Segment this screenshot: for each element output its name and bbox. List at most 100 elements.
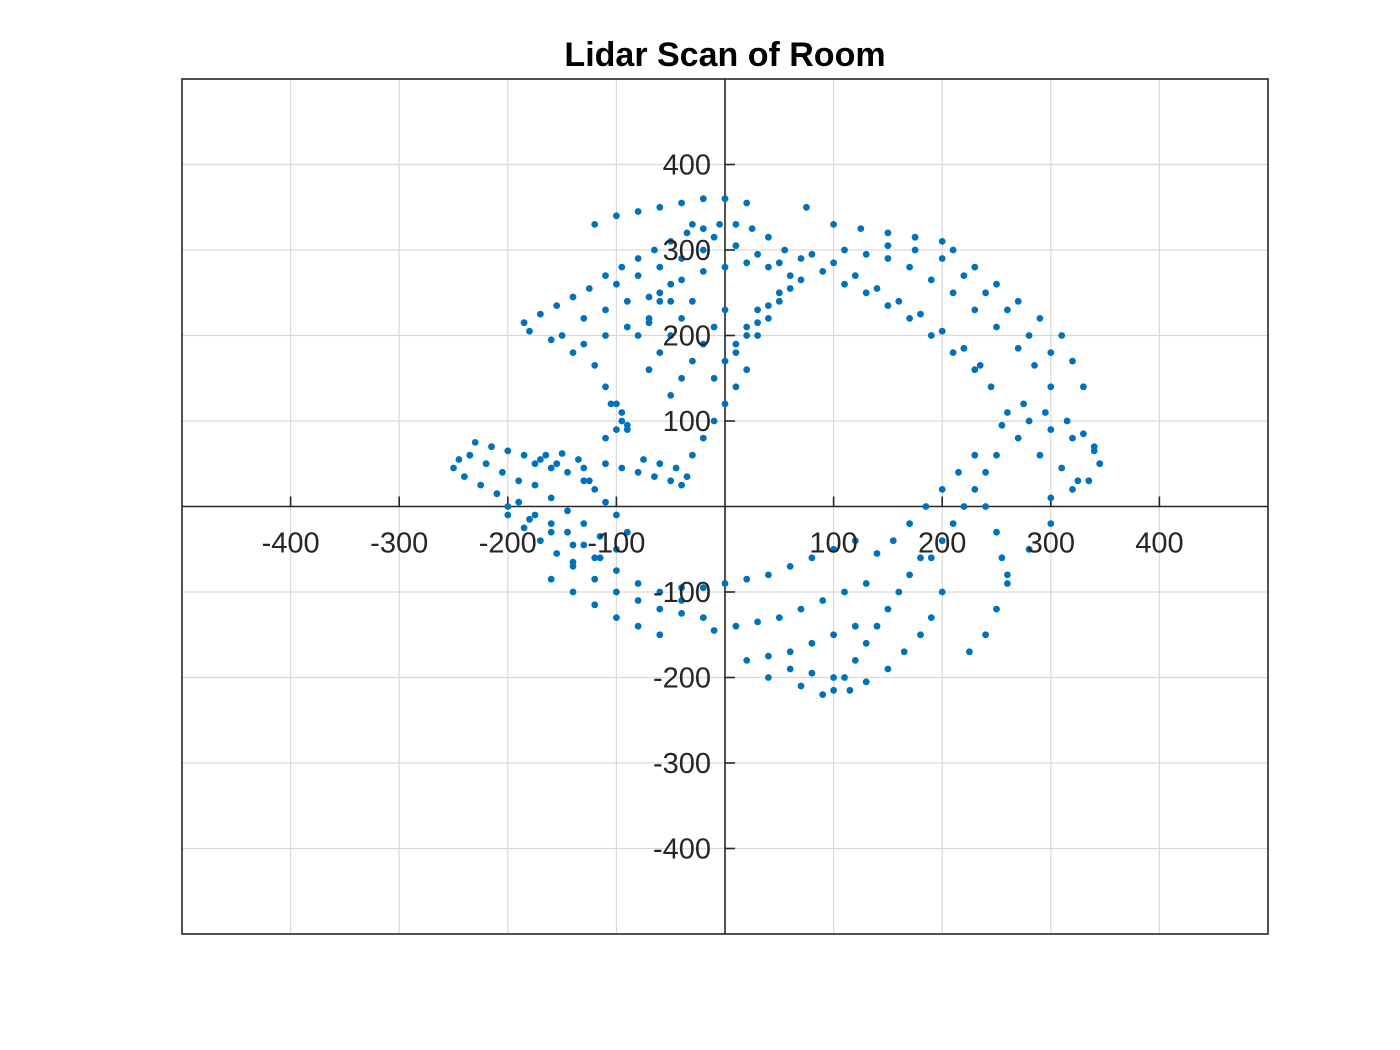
data-point — [689, 221, 696, 228]
data-point — [558, 450, 566, 457]
data-point — [613, 588, 620, 596]
data-point — [591, 554, 599, 562]
data-point — [656, 289, 664, 297]
data-point — [515, 498, 523, 506]
data-point — [765, 652, 772, 660]
data-point — [482, 460, 490, 468]
data-point — [699, 434, 707, 442]
tick-labels: -400 -300 -200 -100 100 200 300 400 -400 -300 -200… — [262, 150, 1184, 866]
data-point — [906, 315, 913, 322]
data-point — [830, 259, 837, 267]
data-point — [971, 306, 979, 314]
data-point — [493, 490, 501, 498]
data-point — [775, 259, 783, 267]
data-point — [678, 481, 685, 489]
data-point — [743, 575, 751, 583]
data-point — [949, 349, 957, 356]
data-point — [1025, 332, 1033, 339]
data-point — [1004, 571, 1011, 579]
data-point — [765, 302, 772, 309]
data-point — [591, 486, 599, 493]
data-point — [678, 199, 685, 207]
data-point — [602, 272, 609, 279]
data-point — [607, 400, 615, 408]
data-point — [564, 468, 571, 476]
data-point — [667, 392, 675, 399]
data-point — [851, 537, 859, 545]
data-point — [987, 383, 995, 391]
data-point — [710, 627, 718, 634]
data-point — [683, 229, 691, 237]
data-point — [526, 327, 533, 335]
data-point — [884, 605, 892, 613]
data-point — [585, 477, 593, 485]
y-tick-label: -300 — [653, 748, 711, 780]
data-point — [721, 263, 729, 271]
data-point — [873, 285, 881, 292]
data-point — [1069, 486, 1076, 493]
data-point — [938, 537, 946, 545]
data-point — [678, 315, 685, 322]
data-points — [450, 195, 1104, 698]
data-point — [466, 451, 474, 459]
data-point — [862, 289, 870, 297]
data-point — [1069, 434, 1076, 442]
data-point — [1036, 315, 1044, 322]
data-point — [841, 280, 848, 288]
data-point — [618, 409, 626, 416]
data-point — [830, 674, 837, 681]
data-point — [754, 618, 761, 626]
data-point — [613, 400, 620, 408]
data-point — [585, 285, 593, 292]
data-point — [982, 503, 989, 510]
data-point — [1031, 362, 1038, 369]
data-point — [716, 221, 723, 228]
data-point — [580, 520, 588, 527]
data-point — [732, 221, 740, 228]
data-point — [862, 678, 870, 686]
data-point — [547, 575, 555, 583]
data-point — [927, 614, 935, 621]
data-point — [949, 246, 957, 254]
data-point — [765, 674, 772, 681]
data-point — [889, 537, 897, 545]
data-point — [678, 276, 685, 284]
data-point — [558, 332, 566, 339]
data-point — [927, 276, 935, 284]
data-point — [553, 302, 561, 309]
data-point — [998, 421, 1006, 429]
data-point — [591, 362, 599, 369]
data-point — [1080, 430, 1087, 438]
data-point — [699, 340, 707, 348]
data-point — [613, 545, 620, 553]
data-point — [678, 255, 685, 262]
data-point — [803, 203, 810, 211]
data-point — [667, 297, 675, 305]
data-point — [667, 477, 675, 485]
data-point — [1025, 417, 1033, 425]
data-point — [520, 524, 528, 532]
data-point — [743, 366, 751, 374]
data-point — [504, 511, 512, 519]
data-point — [651, 473, 658, 480]
data-point — [499, 468, 506, 476]
data-point — [754, 332, 761, 339]
data-point — [971, 366, 979, 374]
data-point — [596, 554, 604, 562]
y-tick-label: 300 — [663, 235, 711, 267]
data-point — [748, 225, 756, 233]
data-point — [922, 503, 930, 510]
data-point — [1004, 306, 1011, 314]
data-point — [651, 246, 658, 254]
data-point — [927, 332, 935, 339]
data-point — [1058, 464, 1066, 472]
data-point — [634, 597, 642, 604]
data-point — [971, 486, 979, 493]
data-point — [618, 464, 626, 472]
data-point — [917, 310, 924, 318]
data-point — [754, 250, 761, 258]
data-point — [645, 366, 653, 374]
data-point — [683, 473, 691, 480]
data-point — [710, 417, 718, 425]
data-point — [1096, 460, 1104, 468]
